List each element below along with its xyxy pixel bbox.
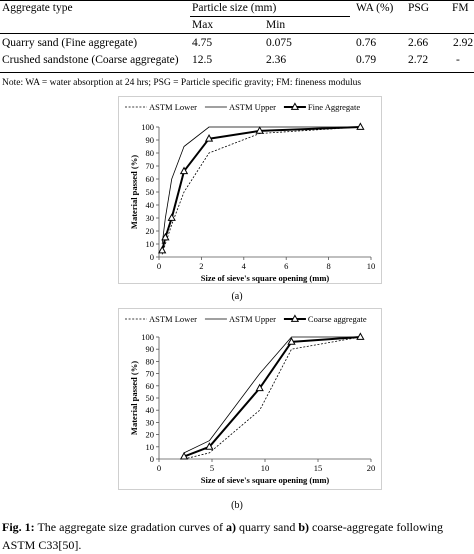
chart-a-y-tick-label-8: 80 [146,148,155,158]
chart-a-x-tick-label-5: 10 [367,261,376,271]
chart-b-series-1-line [183,336,361,454]
chart-b-legend-label-0: ASTM Lower [149,314,197,324]
table-top-rule [0,0,474,1]
row-1-wa: 0.76 [356,37,377,49]
table-header-rule [0,33,474,34]
row-1-max: 4.75 [192,37,213,49]
chart-b-series-2-point-0 [179,451,189,460]
chart-a-x-tick-label-0: 0 [157,261,161,271]
chart-b-legend-label-1: ASTM Upper [229,314,276,324]
chart-b-x-axis-label: Size of sieve's square opening (mm) [201,475,330,485]
chart-b-x-tick-label-0: 0 [157,463,161,473]
header-fm: FM [452,2,469,14]
chart-a-legend-label-2: Fine Aggregate [308,102,360,112]
chart-a-legend-label-0: ASTM Lower [149,102,197,112]
header-min: Min [266,19,286,31]
chart-a-series-2-point-5 [255,126,264,134]
caption-text-3: coarse-aggregate following ASTM C33[50]. [2,520,443,552]
chart-b-series-2-point-1 [205,442,214,450]
header-wa: WA (%) [356,2,394,14]
row-2-psg: 2.72 [408,54,429,66]
caption-text-2: quarry sand [236,520,299,534]
chart-b-series-2-point-2 [255,383,264,392]
chart-b-series-2-point-3 [287,337,296,345]
caption-b-label: b) [298,520,310,534]
chart-a-series-2-point-0 [158,245,167,254]
row-2-max: 12.5 [192,54,213,66]
row-2-fm: - [456,54,460,66]
chart-b-x-tick-label-3: 15 [314,463,323,473]
chart-a-y-tick-label-6: 60 [146,174,155,184]
chart-a-series-2-line [161,126,361,251]
row-2-type: Crushed sandstone (Coarse aggregate) [2,54,179,66]
chart-b-legend-marker-2 [290,314,300,322]
row-2-wa: 0.79 [356,54,377,66]
particle-size-rule [190,16,350,17]
chart-b-y-axis-label: Material passed (%) [129,361,139,435]
chart-a-series-2-point-1 [161,232,170,241]
chart-a-frame: 0 10 20 30 40 50 60 70 80 90 100 0 2 4 6 8 10 Size of sie… [118,96,382,284]
chart-a-sublabel: (a) [231,291,243,302]
row-1-type: Quarry sand (Fine aggregate) [2,37,138,49]
caption-text-1: The aggregate size gradation curves of [34,520,227,534]
chart-a-y-tick-label-1: 10 [146,239,155,249]
chart-a-y-tick-label-9: 90 [146,135,155,145]
chart-a-x-tick-label-2: 4 [242,261,247,271]
chart-b-y-tick-label-3: 30 [146,417,155,427]
header-particle-size: Particle size (mm) [192,2,277,14]
chart-b-y-tick-label-4: 40 [146,405,155,415]
chart-b-series-0-line [183,336,361,460]
table-bottom-rule [0,72,474,73]
chart-b-y-tick-label-2: 20 [146,430,155,440]
row-1-psg: 2.66 [408,37,429,49]
chart-a-series-1-line [161,126,361,245]
chart-a-y-tick-label-7: 70 [146,161,155,171]
chart-a-y-tick-label-0: 0 [150,252,154,262]
chart-b-series-2-point-4 [356,332,365,340]
chart-b-y-tick-label-7: 70 [146,369,155,379]
row-2-min: 2.36 [266,54,287,66]
chart-b-sublabel: (b) [231,500,243,511]
chart-a-y-tick-label-3: 30 [146,213,155,223]
chart-a-x-tick-label-3: 6 [284,261,288,271]
chart-a: 0 10 20 30 40 50 60 70 80 90 100 0 2 4 6 8 10 Size of sie… [125,102,376,283]
chart-a-y-tick-label-4: 40 [146,200,155,210]
chart-b-legend-label-2: Coarse aggregate [308,314,367,324]
chart-b-x-tick-label-4: 20 [367,463,376,473]
chart-a-series-2-point-3 [179,166,189,175]
chart-b-y-tick-label-9: 90 [146,344,155,354]
figure-caption: Fig. 1: The aggregate size gradation cur… [2,518,472,554]
chart-a-y-tick-label-5: 50 [146,187,155,197]
chart-b-y-tick-label-6: 60 [146,381,155,391]
chart-a-y-tick-label-10: 100 [141,122,154,132]
chart-a-series-0-line [161,126,361,255]
row-1-fm: 2.92 [453,37,474,49]
chart-b-y-tick-label-5: 50 [146,393,155,403]
chart-b-x-tick-label-2: 10 [261,463,270,473]
chart-a-y-axis-label: Material passed (%) [129,155,139,229]
chart-a-series-2-point-2 [167,213,176,221]
header-aggregate-type: Aggregate type [2,2,73,14]
chart-b-x-tick-label-1: 5 [210,463,214,473]
chart-a-x-tick-label-4: 8 [326,261,330,271]
chart-b: 0 10 20 30 40 50 60 70 80 90 100 0 5 10 15 20 Size of si… [125,314,376,485]
chart-a-legend-label-1: ASTM Upper [229,102,276,112]
chart-b-y-tick-label-10: 100 [141,332,154,342]
chart-a-series-2-point-4 [204,134,214,142]
caption-a-label: a) [226,520,237,534]
table-note: Note: WA = water absorption at 24 hrs; P… [2,78,362,88]
chart-a-y-tick-label-2: 20 [146,226,155,236]
chart-a-series-2-point-6 [356,122,365,130]
chart-b-y-tick-label-0: 0 [150,454,154,464]
header-max: Max [192,19,214,31]
chart-b-y-tick-label-1: 10 [146,442,155,452]
chart-b-frame: 0 10 20 30 40 50 60 70 80 90 100 0 5 10 15 20 Size of si… [118,308,382,490]
header-psg: PSG [408,2,430,14]
chart-b-y-tick-label-8: 80 [146,356,155,366]
chart-a-legend-marker-2 [290,102,300,110]
chart-a-x-axis-label: Size of sieve's square opening (mm) [201,273,330,283]
chart-a-x-tick-label-1: 2 [199,261,203,271]
row-1-min: 0.075 [266,37,292,49]
caption-fig-label: Fig. 1: [2,520,35,534]
